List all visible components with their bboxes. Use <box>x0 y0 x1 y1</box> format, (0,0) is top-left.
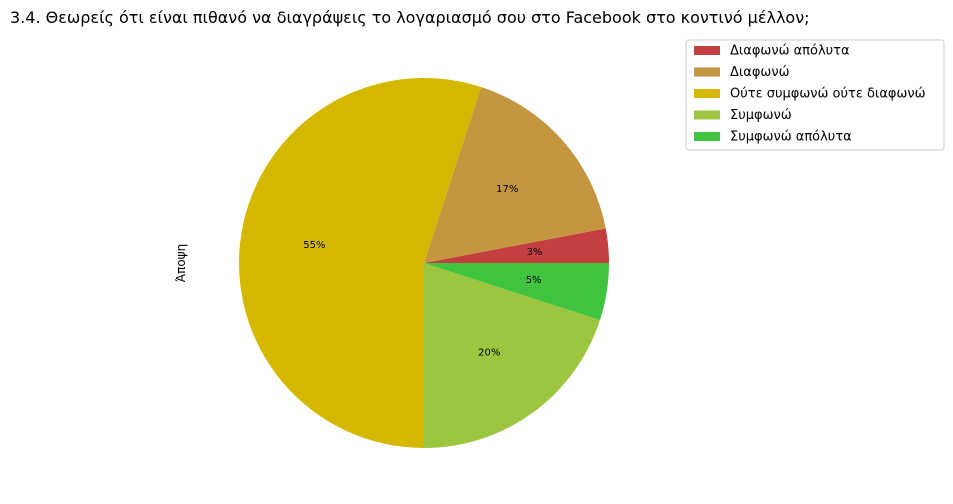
y-axis-label: Άποψη <box>174 244 188 282</box>
legend-swatch-1 <box>694 67 720 77</box>
legend-label-2: Ούτε συμφωνώ ούτε διαφωνώ <box>730 87 926 102</box>
chart-title: 3.4. Θεωρείς ότι είναι πιθανό να διαγράψ… <box>10 8 810 27</box>
pie-percent-labels: 3% 17% 55% 20% 5% <box>303 184 542 358</box>
legend-label-3: Συμφωνώ <box>730 108 792 123</box>
pie-percent-label-0: 3% <box>527 247 543 258</box>
pie-slice-3 <box>424 263 600 448</box>
legend-swatch-2 <box>694 89 720 98</box>
legend: Διαφωνώ απόλυτα Διαφωνώ Ούτε συμφωνώ ούτε … <box>685 39 945 151</box>
legend-swatch-4 <box>694 132 720 141</box>
legend-frame <box>685 39 945 151</box>
pie-slice-2 <box>239 78 482 448</box>
legend-label-0: Διαφωνώ απόλυτα <box>730 44 850 59</box>
pie-percent-label-2: 55% <box>303 240 325 251</box>
pie-percent-label-3: 20% <box>478 347 500 358</box>
pie-slice-1 <box>424 87 606 263</box>
pie-percent-label-4: 5% <box>526 275 542 286</box>
pie-slices <box>239 78 609 448</box>
legend-swatch-3 <box>694 110 720 120</box>
pie-slice-4 <box>424 263 609 321</box>
pie-slice-0 <box>424 228 609 263</box>
legend-label-4: Συμφωνώ απόλυτα <box>730 130 852 145</box>
legend-label-1: Διαφωνώ <box>730 65 789 80</box>
legend-swatch-0 <box>694 46 720 55</box>
pie-percent-label-1: 17% <box>496 184 518 195</box>
